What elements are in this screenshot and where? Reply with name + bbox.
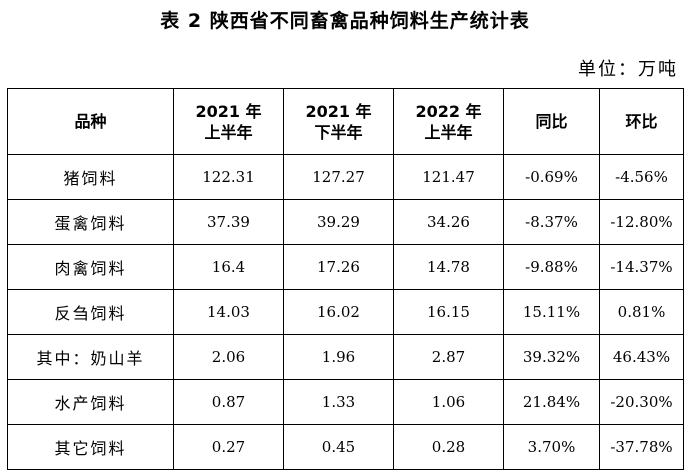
cell-percent: 46.43% — [599, 334, 684, 380]
header-cell-qoq: 环比 — [599, 88, 684, 155]
cell-value: 17.26 — [283, 244, 394, 290]
cell-value: 1.33 — [283, 379, 394, 425]
header-cell-2021-h2: 2021 年 下半年 — [283, 88, 394, 155]
feed-production-table: 品种 2021 年 上半年 2021 年 下半年 2022 年 上半年 同比 环… — [7, 88, 684, 470]
cell-value: 34.26 — [393, 199, 504, 245]
cell-value: 2.06 — [173, 334, 284, 380]
cell-percent: -37.78% — [599, 424, 684, 470]
cell-value: 16.4 — [173, 244, 284, 290]
cell-variety: 肉禽饲料 — [7, 244, 174, 290]
cell-percent: -14.37% — [599, 244, 684, 290]
cell-percent: 3.70% — [503, 424, 600, 470]
cell-variety: 猪饲料 — [7, 154, 174, 200]
cell-percent: 21.84% — [503, 379, 600, 425]
cell-variety: 反刍饲料 — [7, 289, 174, 335]
cell-value: 0.28 — [393, 424, 504, 470]
table-title: 表 2 陕西省不同畜禽品种饲料生产统计表 — [160, 10, 530, 32]
cell-percent: 15.11% — [503, 289, 600, 335]
cell-value: 122.31 — [173, 154, 284, 200]
cell-percent: 39.32% — [503, 334, 600, 380]
cell-value: 1.96 — [283, 334, 394, 380]
cell-variety: 水产饲料 — [7, 379, 174, 425]
table-row: 反刍饲料 14.03 16.02 16.15 15.11% 0.81% — [7, 289, 684, 335]
cell-variety: 蛋禽饲料 — [7, 199, 174, 245]
table-row: 水产饲料 0.87 1.33 1.06 21.84% -20.30% — [7, 379, 684, 425]
cell-value: 121.47 — [393, 154, 504, 200]
cell-value: 0.87 — [173, 379, 284, 425]
cell-variety: 其它饲料 — [7, 424, 174, 470]
table-row: 猪饲料 122.31 127.27 121.47 -0.69% -4.56% — [7, 154, 684, 200]
cell-value: 0.27 — [173, 424, 284, 470]
cell-value: 39.29 — [283, 199, 394, 245]
table-row: 蛋禽饲料 37.39 39.29 34.26 -8.37% -12.80% — [7, 199, 684, 245]
header-cell-2021-h1: 2021 年 上半年 — [173, 88, 284, 155]
header-cell-2022-h1: 2022 年 上半年 — [393, 88, 504, 155]
table-row: 肉禽饲料 16.4 17.26 14.78 -9.88% -14.37% — [7, 244, 684, 290]
unit-label: 单位：万吨 — [578, 59, 678, 80]
cell-percent: 0.81% — [599, 289, 684, 335]
cell-value: 14.03 — [173, 289, 284, 335]
cell-percent: -0.69% — [503, 154, 600, 200]
cell-percent: -9.88% — [503, 244, 600, 290]
header-row: 品种 2021 年 上半年 2021 年 下半年 2022 年 上半年 同比 环… — [7, 88, 684, 155]
cell-percent: -4.56% — [599, 154, 684, 200]
table-row: 其它饲料 0.27 0.45 0.28 3.70% -37.78% — [7, 424, 684, 470]
cell-percent: -12.80% — [599, 199, 684, 245]
cell-percent: -20.30% — [599, 379, 684, 425]
cell-value: 16.15 — [393, 289, 504, 335]
header-cell-variety: 品种 — [7, 88, 174, 155]
cell-value: 16.02 — [283, 289, 394, 335]
table-row: 其中：奶山羊 2.06 1.96 2.87 39.32% 46.43% — [7, 334, 684, 380]
cell-value: 37.39 — [173, 199, 284, 245]
cell-value: 127.27 — [283, 154, 394, 200]
header-cell-yoy: 同比 — [503, 88, 600, 155]
cell-value: 14.78 — [393, 244, 504, 290]
cell-value: 0.45 — [283, 424, 394, 470]
cell-percent: -8.37% — [503, 199, 600, 245]
cell-value: 2.87 — [393, 334, 504, 380]
cell-value: 1.06 — [393, 379, 504, 425]
cell-variety: 其中：奶山羊 — [7, 334, 174, 380]
